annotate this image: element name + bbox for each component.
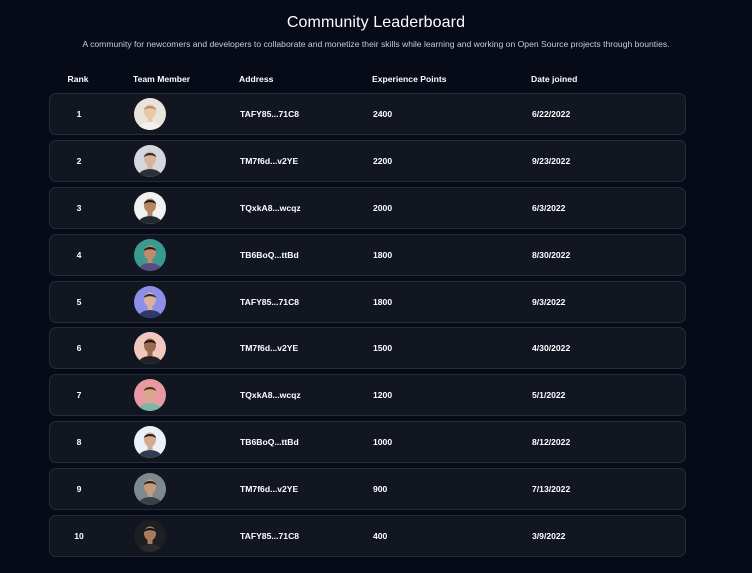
date-joined-cell: 8/30/2022 [532, 249, 571, 260]
address-cell: TAFY85...71C8 [240, 109, 300, 119]
address-cell: TQxkA8...wcqz [240, 202, 301, 213]
address-cell: TAFY85...71C8 [240, 296, 300, 307]
address-cell: TM7f6d...v2YE [240, 155, 299, 166]
experience-points-cell: 1200 [373, 390, 393, 401]
avatar [134, 238, 166, 271]
experience-points-cell: 2400 [373, 109, 393, 119]
date-joined-cell: 9/23/2022 [532, 155, 571, 166]
experience-points-cell: 400 [373, 531, 388, 542]
avatar [134, 426, 166, 459]
table-row: 2 TM7f6d...v2YE 2200 9/23/2022 [49, 139, 686, 182]
rank-cell: 8 [76, 437, 82, 448]
table-row: 3 TQxkA8...wcqz 2000 6/3/2022 [49, 186, 686, 229]
address-cell: TM7f6d...v2YE [240, 343, 299, 354]
address-cell: TQxkA8...wcqz [240, 390, 301, 401]
table-row: 5 TAFY85...71C8 1800 9/3/2022 [49, 280, 686, 323]
table-row: 9 TM7f6d...v2YE 900 7/13/2022 [49, 468, 686, 511]
column-header-date-joined: Date joined [531, 74, 578, 84]
page-subtitle: A community for newcomers and developers… [82, 39, 670, 49]
rank-cell: 1 [76, 109, 82, 119]
rank-cell: 4 [76, 249, 82, 260]
experience-points-cell: 1000 [373, 437, 393, 448]
date-joined-cell: 7/13/2022 [532, 484, 571, 495]
address-cell: TB6BoQ...ttBd [240, 249, 299, 260]
address-cell: TM7f6d...v2YE [240, 484, 299, 495]
rank-cell: 3 [76, 202, 82, 213]
experience-points-cell: 2200 [373, 155, 393, 166]
avatar [134, 191, 166, 224]
avatar [134, 473, 166, 506]
experience-points-cell: 1800 [373, 249, 393, 260]
avatar [134, 285, 166, 318]
date-joined-cell: 9/3/2022 [532, 296, 566, 307]
date-joined-cell: 6/3/2022 [532, 202, 566, 213]
date-joined-cell: 5/1/2022 [532, 390, 566, 401]
rank-cell: 7 [76, 390, 82, 401]
date-joined-cell: 6/22/2022 [532, 109, 571, 119]
column-header-experience-points: Experience Points [372, 74, 447, 84]
avatar [134, 520, 166, 553]
rank-cell: 9 [76, 484, 82, 495]
date-joined-cell: 3/9/2022 [532, 531, 566, 542]
leaderboard-table: 1 TAFY85...71C8 2400 6/22/2022 2 TM7f6d...v2Y… [49, 93, 686, 562]
rank-cell: 6 [76, 343, 82, 354]
experience-points-cell: 900 [373, 484, 388, 495]
table-row: 7 TQxkA8...wcqz 1200 5/1/2022 [49, 374, 686, 417]
table-row: 10 TAFY85...71C8 400 3/9/2022 [49, 515, 686, 558]
rank-cell: 5 [76, 296, 82, 307]
rank-cell: 2 [76, 155, 82, 166]
column-header-team-member: Team Member [133, 74, 191, 84]
table-row: 4 TB6BoQ...ttBd 1800 8/30/2022 [49, 233, 686, 276]
avatar [134, 144, 166, 177]
date-joined-cell: 8/12/2022 [532, 437, 571, 448]
experience-points-cell: 2000 [373, 202, 393, 213]
column-header-address: Address [239, 74, 274, 84]
date-joined-cell: 4/30/2022 [532, 343, 571, 354]
avatar [134, 332, 166, 365]
table-row: 6 TM7f6d...v2YE 1500 4/30/2022 [49, 327, 686, 370]
address-cell: TB6BoQ...ttBd [240, 437, 299, 448]
table-row: 1 TAFY85...71C8 2400 6/22/2022 [49, 93, 686, 135]
rank-cell: 10 [74, 531, 84, 542]
page-title: Community Leaderboard [286, 14, 466, 31]
experience-points-cell: 1800 [373, 296, 393, 307]
address-cell: TAFY85...71C8 [240, 531, 300, 542]
avatar [134, 379, 166, 412]
avatar [134, 98, 166, 130]
table-header: Rank Team Member Address Experience Poin… [49, 74, 686, 86]
table-row: 8 TB6BoQ...ttBd 1000 8/12/2022 [49, 421, 686, 464]
experience-points-cell: 1500 [373, 343, 393, 354]
column-header-rank: Rank [67, 74, 89, 84]
